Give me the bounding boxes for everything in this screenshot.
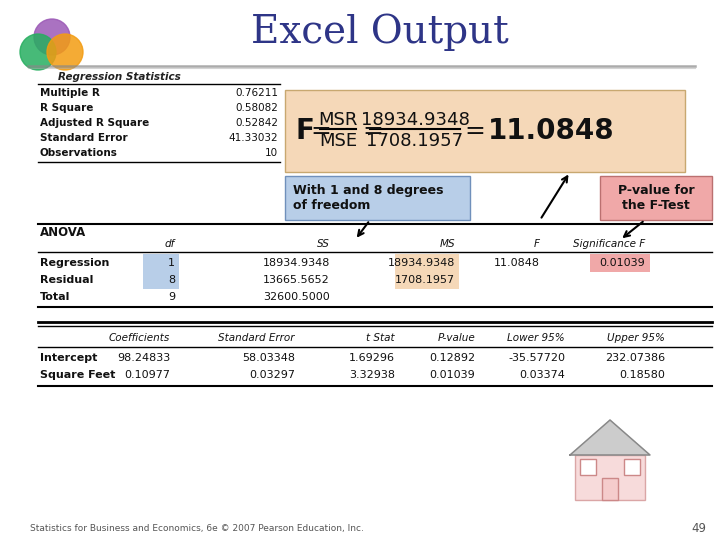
Text: 0.12892: 0.12892 bbox=[429, 353, 475, 363]
Text: 98.24833: 98.24833 bbox=[117, 353, 170, 363]
Text: Square Feet: Square Feet bbox=[40, 370, 115, 380]
Text: P-value: P-value bbox=[437, 333, 475, 343]
Text: 1708.1957: 1708.1957 bbox=[395, 275, 455, 285]
Text: =: = bbox=[464, 119, 485, 143]
Circle shape bbox=[20, 34, 56, 70]
Text: P-value for
the F-Test: P-value for the F-Test bbox=[618, 184, 694, 212]
Text: 41.33032: 41.33032 bbox=[228, 133, 278, 143]
Text: t Stat: t Stat bbox=[366, 333, 395, 343]
Text: F: F bbox=[534, 239, 540, 249]
Text: Regression Statistics: Regression Statistics bbox=[58, 72, 181, 82]
Text: Coefficients: Coefficients bbox=[109, 333, 170, 343]
Text: With 1 and 8 degrees
of freedom: With 1 and 8 degrees of freedom bbox=[293, 184, 444, 212]
Text: SS: SS bbox=[317, 239, 330, 249]
Text: MSR: MSR bbox=[318, 111, 358, 129]
Bar bbox=[624, 459, 640, 475]
Text: 13665.5652: 13665.5652 bbox=[264, 275, 330, 285]
Bar bbox=[143, 271, 179, 289]
Text: -35.57720: -35.57720 bbox=[508, 353, 565, 363]
Text: 18934.9348: 18934.9348 bbox=[361, 111, 469, 129]
Bar bbox=[395, 271, 459, 289]
Text: 8: 8 bbox=[168, 275, 175, 285]
Text: Excel Output: Excel Output bbox=[251, 14, 509, 51]
Bar bbox=[285, 176, 470, 220]
Text: 18934.9348: 18934.9348 bbox=[263, 258, 330, 268]
Text: Upper 95%: Upper 95% bbox=[607, 333, 665, 343]
Text: 58.03348: 58.03348 bbox=[242, 353, 295, 363]
Text: MS: MS bbox=[439, 239, 455, 249]
Bar bbox=[143, 254, 179, 272]
Text: 0.10977: 0.10977 bbox=[124, 370, 170, 380]
Text: 1708.1957: 1708.1957 bbox=[366, 132, 464, 150]
Text: 0.01039: 0.01039 bbox=[599, 258, 645, 268]
Bar bbox=[575, 455, 645, 500]
Text: =: = bbox=[310, 119, 331, 143]
Text: Regression: Regression bbox=[40, 258, 109, 268]
Text: Lower 95%: Lower 95% bbox=[508, 333, 565, 343]
Text: 0.03297: 0.03297 bbox=[249, 370, 295, 380]
Bar bbox=[590, 254, 650, 272]
Text: Multiple R: Multiple R bbox=[40, 88, 100, 98]
Text: Total: Total bbox=[40, 292, 71, 302]
Bar bbox=[285, 90, 685, 172]
Text: 1.69296: 1.69296 bbox=[349, 353, 395, 363]
Text: 18934.9348: 18934.9348 bbox=[387, 258, 455, 268]
Text: Adjusted R Square: Adjusted R Square bbox=[40, 118, 149, 128]
Circle shape bbox=[34, 19, 70, 55]
Text: Standard Error: Standard Error bbox=[218, 333, 295, 343]
Text: 0.76211: 0.76211 bbox=[235, 88, 278, 98]
Bar bbox=[395, 254, 459, 272]
Text: =: = bbox=[362, 119, 383, 143]
Text: 232.07386: 232.07386 bbox=[605, 353, 665, 363]
Text: 0.52842: 0.52842 bbox=[235, 118, 278, 128]
Bar bbox=[580, 459, 596, 475]
Text: 11.0848: 11.0848 bbox=[488, 117, 615, 145]
Text: 0.58082: 0.58082 bbox=[235, 103, 278, 113]
Text: 0.01039: 0.01039 bbox=[429, 370, 475, 380]
Text: Statistics for Business and Economics, 6e © 2007 Pearson Education, Inc.: Statistics for Business and Economics, 6… bbox=[30, 523, 364, 532]
Bar bbox=[600, 176, 712, 220]
Text: 11.0848: 11.0848 bbox=[494, 258, 540, 268]
Text: MSE: MSE bbox=[319, 132, 357, 150]
Bar bbox=[602, 478, 618, 500]
Text: 3.32938: 3.32938 bbox=[349, 370, 395, 380]
Text: Intercept: Intercept bbox=[40, 353, 97, 363]
Text: 0.18580: 0.18580 bbox=[619, 370, 665, 380]
Text: 32600.5000: 32600.5000 bbox=[264, 292, 330, 302]
Text: 49: 49 bbox=[691, 522, 706, 535]
Text: 10: 10 bbox=[265, 148, 278, 158]
Circle shape bbox=[47, 34, 83, 70]
Text: 1: 1 bbox=[168, 258, 175, 268]
Text: Observations: Observations bbox=[40, 148, 118, 158]
Text: F: F bbox=[295, 117, 314, 145]
Text: R Square: R Square bbox=[40, 103, 94, 113]
Text: 9: 9 bbox=[168, 292, 175, 302]
Text: df: df bbox=[165, 239, 175, 249]
Text: Significance F: Significance F bbox=[572, 239, 645, 249]
Text: Residual: Residual bbox=[40, 275, 94, 285]
Text: Standard Error: Standard Error bbox=[40, 133, 127, 143]
Text: 0.03374: 0.03374 bbox=[519, 370, 565, 380]
Text: ANOVA: ANOVA bbox=[40, 226, 86, 239]
Polygon shape bbox=[570, 420, 650, 455]
